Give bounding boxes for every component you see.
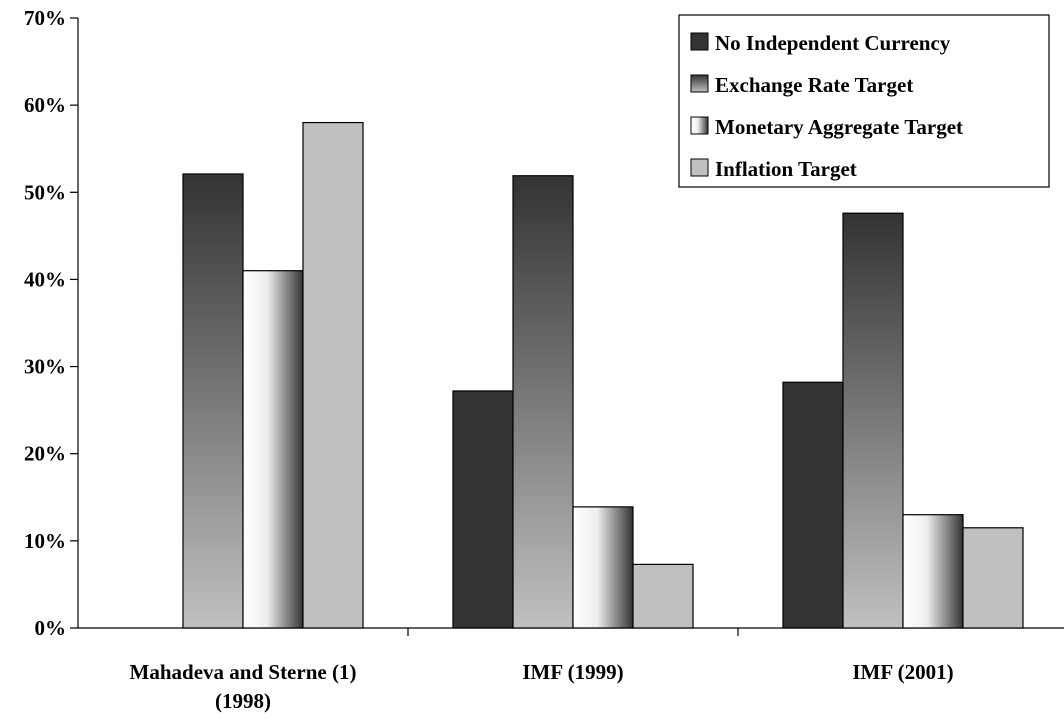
legend-swatch-monetary-aggregate-target: [690, 116, 709, 135]
bar-inflation-target: [632, 563, 694, 629]
bar-exchange-rate-target: [842, 212, 904, 629]
y-tick-label: 20%: [24, 442, 66, 466]
x-category-label: Mahadeva and Sterne (1): [130, 660, 357, 684]
bar-inflation-target: [962, 527, 1024, 629]
y-tick-label: 40%: [24, 267, 66, 291]
bar-monetary-aggregate-target: [902, 514, 964, 629]
y-tick-label: 60%: [24, 93, 66, 117]
bar-monetary-aggregate-target: [242, 270, 304, 629]
bar-exchange-rate-target: [512, 175, 574, 629]
legend: No Independent Currency Exchange Rate Tar…: [678, 14, 1050, 188]
legend-label: Exchange Rate Target: [715, 73, 913, 97]
bar-no-independent-currency: [452, 390, 514, 629]
y-tick-label: 10%: [24, 529, 66, 553]
y-tick-label: 50%: [24, 180, 66, 204]
legend-swatch-no-independent-currency: [690, 32, 709, 51]
y-tick-label: 70%: [24, 6, 66, 30]
legend-label: Monetary Aggregate Target: [715, 115, 963, 139]
legend-label: No Independent Currency: [715, 31, 951, 55]
y-tick-label: 30%: [24, 355, 66, 379]
bar-monetary-aggregate-target: [572, 506, 634, 629]
legend-box: [678, 14, 1050, 188]
x-category-label: (1998): [215, 689, 271, 713]
bar-no-independent-currency: [782, 381, 844, 629]
legend-label: Inflation Target: [715, 157, 857, 181]
legend-swatch-exchange-rate-target: [690, 74, 709, 93]
bar-exchange-rate-target: [182, 173, 244, 629]
y-tick-label: 0%: [35, 616, 67, 640]
bar-inflation-target: [302, 121, 364, 629]
labels-layer: 0% 10% 20% 30% 40% 50% 60% 70% Mahadeva and Ster…: [24, 6, 954, 713]
x-category-label: IMF (1999): [522, 660, 623, 684]
bars-layer: [182, 121, 1024, 629]
legend-swatch-inflation-target: [690, 158, 709, 177]
x-category-label: IMF (2001): [852, 660, 953, 684]
